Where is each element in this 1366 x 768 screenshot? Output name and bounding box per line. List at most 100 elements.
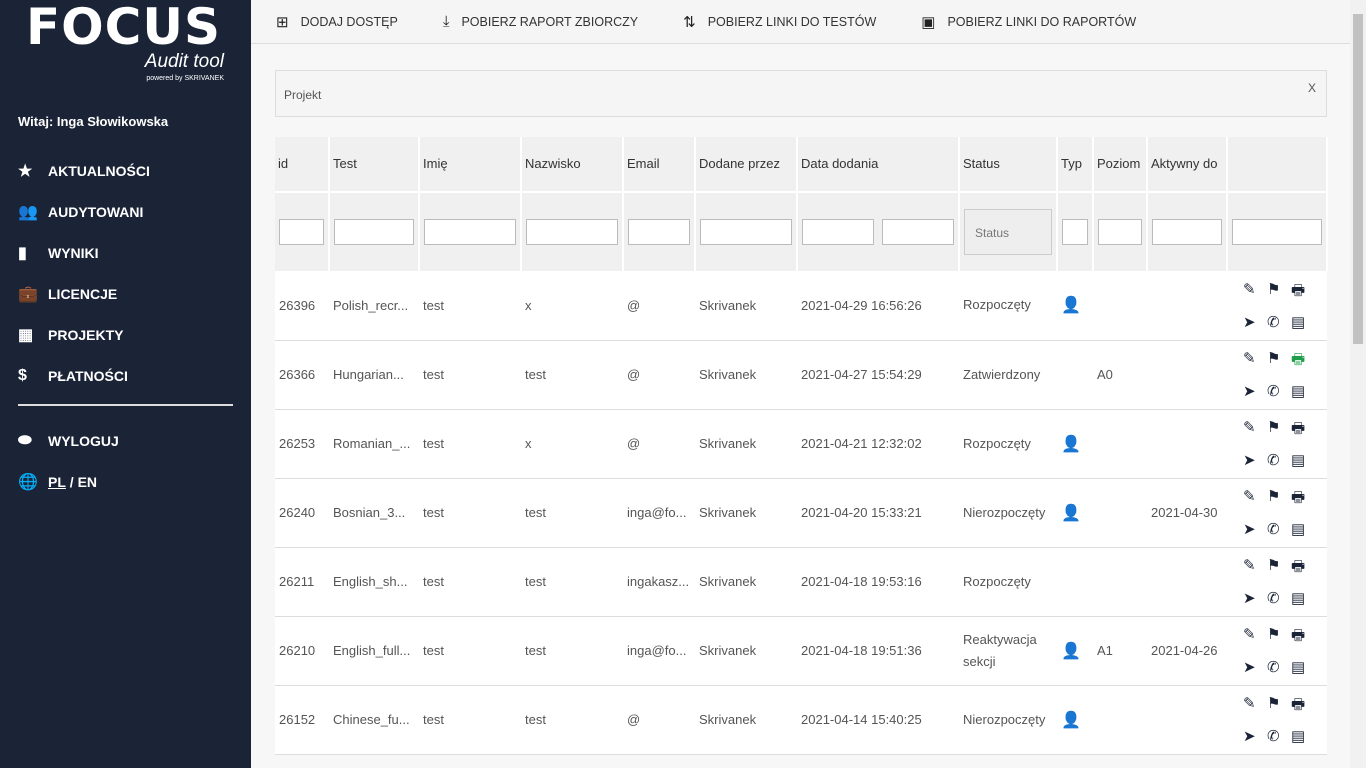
- phone-icon[interactable]: ✆: [1267, 590, 1280, 607]
- edit-icon[interactable]: ✎: [1243, 626, 1256, 643]
- column-filter-input[interactable]: [700, 219, 792, 245]
- toolbar-button-1[interactable]: ⤓ POBIERZ RAPORT ZBIORCZY: [442, 13, 639, 30]
- print-icon[interactable]: 🖶: [1291, 281, 1306, 299]
- sidebar: FOCUS Audit tool powered by SKRIVANEK Wi…: [0, 0, 251, 768]
- flag-icon[interactable]: ⚑: [1267, 419, 1281, 436]
- column-header[interactable]: Poziom: [1093, 137, 1148, 193]
- column-filter-input[interactable]: [279, 219, 324, 245]
- column-filter-input[interactable]: [526, 219, 618, 245]
- column-header[interactable]: Data dodania: [797, 137, 960, 193]
- send-icon[interactable]: ➤: [1243, 659, 1256, 676]
- send-icon[interactable]: ➤: [1243, 452, 1256, 469]
- column-filter-input[interactable]: [424, 219, 516, 245]
- status-filter[interactable]: Status: [964, 209, 1052, 255]
- column-header[interactable]: id: [275, 137, 330, 193]
- lang-pl[interactable]: PL: [48, 473, 66, 490]
- sidebar-item-2[interactable]: ▮ WYNIKI: [18, 244, 99, 262]
- send-icon[interactable]: ➤: [1243, 313, 1256, 331]
- headset-icon: 👤: [1061, 297, 1081, 315]
- toolbar-button-0[interactable]: ⊞ DODAJ DOSTĘP: [276, 13, 398, 31]
- phone-icon[interactable]: ✆: [1267, 728, 1280, 745]
- column-header[interactable]: Test: [329, 137, 420, 193]
- edit-icon[interactable]: ✎: [1243, 350, 1256, 367]
- column-header[interactable]: [1227, 137, 1328, 193]
- access-table: id Test Imię Nazwisko Email Dodane przez Data …: [275, 137, 1328, 755]
- table-cell: 2021-04-29 16:56:26: [797, 271, 959, 341]
- flag-icon[interactable]: ⚑: [1267, 350, 1281, 367]
- edit-icon[interactable]: ✎: [1243, 488, 1256, 505]
- send-icon[interactable]: ➤: [1243, 590, 1256, 607]
- lang-en[interactable]: EN: [77, 473, 98, 490]
- print-icon[interactable]: 🖶: [1291, 627, 1306, 644]
- column-filter-input[interactable]: [628, 219, 690, 245]
- sidebar-item-5[interactable]: $ PŁATNOŚCI: [18, 366, 128, 384]
- table-cell: 26366: [275, 340, 329, 410]
- print-icon[interactable]: 🖶: [1291, 558, 1306, 575]
- pdf-icon[interactable]: ▤: [1291, 659, 1306, 676]
- sidebar-item-0[interactable]: ★ AKTUALNOŚCI: [18, 162, 150, 180]
- clear-filter-button[interactable]: X: [1307, 81, 1316, 95]
- phone-icon[interactable]: ✆: [1267, 313, 1280, 331]
- table-cell: 2021-04-26: [1147, 616, 1227, 686]
- print-icon[interactable]: 🖶: [1291, 489, 1306, 506]
- bar-chart-icon: ▮: [18, 244, 27, 262]
- phone-icon[interactable]: ✆: [1267, 521, 1280, 538]
- project-filter[interactable]: Projekt X: [275, 70, 1327, 117]
- column-header[interactable]: Imię: [419, 137, 522, 193]
- phone-icon[interactable]: ✆: [1267, 452, 1280, 469]
- send-icon[interactable]: ➤: [1243, 383, 1256, 400]
- table-cell: test: [419, 271, 521, 341]
- sidebar-item-1[interactable]: 👥 AUDYTOWANI: [18, 203, 144, 221]
- column-header[interactable]: Nazwisko: [521, 137, 624, 193]
- sidebar-item-4[interactable]: ▦ PROJEKTY: [18, 326, 124, 344]
- edit-icon[interactable]: ✎: [1243, 557, 1256, 574]
- flag-icon[interactable]: ⚑: [1267, 488, 1281, 505]
- flag-icon[interactable]: ⚑: [1267, 280, 1281, 298]
- pdf-icon[interactable]: ▤: [1291, 521, 1306, 538]
- column-filter-input[interactable]: [1062, 219, 1088, 245]
- pdf-icon[interactable]: ▤: [1291, 452, 1306, 469]
- table-row: 26210 English_full... test test inga@fo... Sk…: [275, 616, 1327, 686]
- date-from-filter[interactable]: [802, 219, 874, 245]
- logout-button[interactable]: ⬬ WYLOGUJ: [18, 431, 119, 449]
- pdf-icon[interactable]: ▤: [1291, 313, 1306, 331]
- pdf-icon[interactable]: ▤: [1291, 383, 1306, 400]
- column-filter-input[interactable]: [1152, 219, 1222, 245]
- print-icon[interactable]: 🖶: [1291, 696, 1306, 713]
- column-filter-input[interactable]: [1098, 219, 1142, 245]
- edit-icon[interactable]: ✎: [1243, 695, 1256, 712]
- table-row: 26396 Polish_recr... test x @ Skrivanek 2021-0…: [275, 271, 1327, 341]
- column-header[interactable]: Typ: [1057, 137, 1094, 193]
- edit-icon[interactable]: ✎: [1243, 419, 1256, 436]
- sidebar-item-3[interactable]: 💼 LICENCJE: [18, 285, 118, 303]
- print-icon[interactable]: 🖶: [1291, 420, 1306, 437]
- phone-icon[interactable]: ✆: [1267, 659, 1280, 676]
- table-cell: 26211: [275, 547, 329, 617]
- column-filter-input[interactable]: [334, 219, 414, 245]
- flag-icon[interactable]: ⚑: [1267, 557, 1281, 574]
- date-to-filter[interactable]: [882, 219, 954, 245]
- flag-icon[interactable]: ⚑: [1267, 695, 1281, 712]
- edit-icon[interactable]: ✎: [1243, 280, 1256, 298]
- scrollbar[interactable]: [1350, 0, 1366, 768]
- send-icon[interactable]: ➤: [1243, 521, 1256, 538]
- briefcase-icon: 💼: [18, 285, 38, 303]
- column-header[interactable]: Aktywny do: [1147, 137, 1228, 193]
- toolbar-button-2[interactable]: ⇅ POBIERZ LINKI DO TESTÓW: [683, 13, 877, 31]
- flag-icon[interactable]: ⚑: [1267, 626, 1281, 643]
- send-icon[interactable]: ➤: [1243, 728, 1256, 745]
- scrollbar-thumb[interactable]: [1353, 14, 1363, 344]
- table-cell: test: [521, 478, 623, 548]
- pdf-icon[interactable]: ▤: [1291, 590, 1306, 607]
- table-cell: [1147, 409, 1227, 479]
- column-header[interactable]: Status: [959, 137, 1058, 193]
- phone-icon[interactable]: ✆: [1267, 383, 1280, 400]
- table-cell: Skrivanek: [695, 340, 797, 410]
- headset-icon: 👤: [1061, 435, 1081, 453]
- print-icon[interactable]: 🖶: [1291, 351, 1306, 368]
- column-header[interactable]: Dodane przez: [695, 137, 798, 193]
- pdf-icon[interactable]: ▤: [1291, 728, 1306, 745]
- toolbar-button-3[interactable]: ▣ POBIERZ LINKI DO RAPORTÓW: [921, 13, 1137, 31]
- column-filter-input[interactable]: [1232, 219, 1322, 245]
- column-header[interactable]: Email: [623, 137, 696, 193]
